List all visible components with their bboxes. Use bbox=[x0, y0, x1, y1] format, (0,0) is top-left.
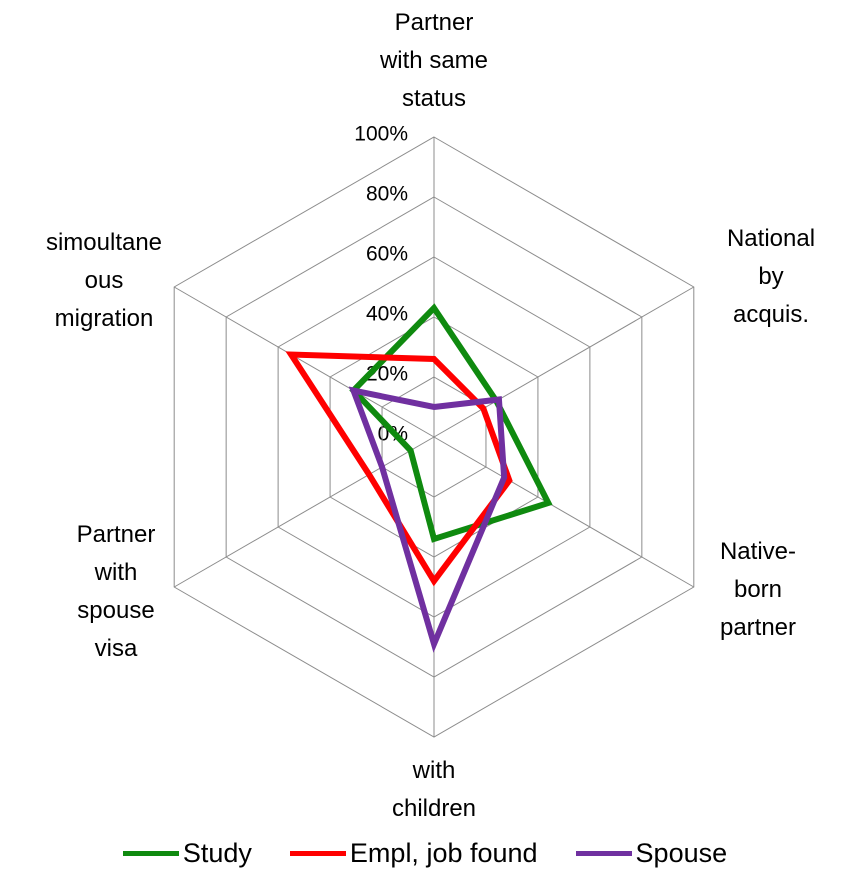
grid-ring bbox=[329, 316, 539, 558]
category-label: simoultane ous migration bbox=[45, 229, 163, 332]
spoke bbox=[173, 286, 435, 438]
spoke bbox=[173, 436, 435, 588]
legend-item: Empl, job found bbox=[289, 838, 538, 869]
grid-ring bbox=[277, 256, 591, 618]
y-tick-label: 100% bbox=[354, 123, 408, 146]
legend-label: Empl, job found bbox=[349, 838, 538, 868]
legend-item: Spouse bbox=[575, 838, 728, 869]
series-line bbox=[348, 386, 508, 653]
legend-swatch bbox=[289, 851, 346, 856]
series-line bbox=[285, 351, 513, 587]
spoke bbox=[433, 286, 695, 438]
y-tick-label: 40% bbox=[366, 303, 408, 326]
legend-label: Spouse bbox=[635, 838, 728, 868]
spoke bbox=[433, 436, 695, 588]
y-tick-label: 60% bbox=[366, 243, 408, 266]
legend: Study Empl, job found Spouse bbox=[0, 838, 850, 869]
series-line bbox=[349, 303, 553, 543]
category-label: with children bbox=[391, 757, 477, 822]
category-label: National by acquis. bbox=[726, 225, 816, 328]
legend-item: Study bbox=[122, 838, 252, 869]
legend-swatch bbox=[575, 851, 632, 856]
grid-ring bbox=[225, 196, 643, 678]
category-label: Partner with spouse visa bbox=[76, 521, 156, 662]
category-label: Native- born partner bbox=[719, 538, 797, 641]
category-label: Partner with same status bbox=[379, 9, 489, 112]
legend-swatch bbox=[122, 851, 179, 856]
grid-ring bbox=[173, 136, 695, 738]
y-tick-label: 80% bbox=[366, 183, 408, 206]
legend-label: Study bbox=[182, 838, 252, 868]
